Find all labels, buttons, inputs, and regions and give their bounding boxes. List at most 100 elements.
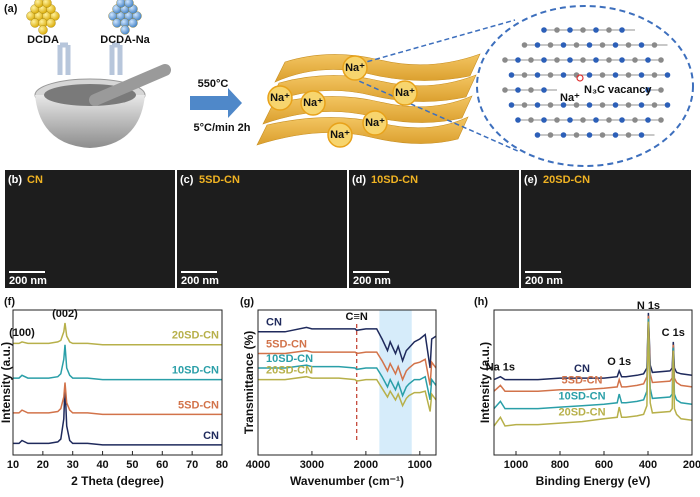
atom xyxy=(567,57,573,63)
sodium-ion xyxy=(300,90,326,116)
atom xyxy=(547,72,554,78)
series-label: 5SD-CN xyxy=(178,399,219,411)
x-tick-label: 80 xyxy=(216,459,228,471)
atom xyxy=(528,87,534,93)
atom xyxy=(38,25,48,35)
atom xyxy=(560,102,567,108)
series-label: CN xyxy=(203,430,219,442)
plot-frame xyxy=(493,309,693,456)
series-label: CN xyxy=(266,317,282,329)
atom xyxy=(606,117,612,123)
atom xyxy=(599,102,606,108)
x-tick-label: 400 xyxy=(639,459,657,471)
atom xyxy=(42,0,52,8)
atom xyxy=(46,18,56,28)
highlight-band xyxy=(379,310,412,455)
atom xyxy=(554,117,560,123)
atom xyxy=(612,132,619,138)
atom xyxy=(547,102,554,108)
atom xyxy=(515,117,521,123)
scale-label: 200 nm xyxy=(181,275,219,287)
y-axis-label: Transmittance (%) xyxy=(242,331,256,434)
scheme xyxy=(26,0,694,167)
x-tick-label: 800 xyxy=(551,459,569,471)
x-tick-label: 70 xyxy=(186,459,198,471)
panel-label: (b) xyxy=(8,174,22,186)
atom xyxy=(638,102,645,108)
atom xyxy=(599,72,606,78)
mix-label: Mix xyxy=(81,56,100,68)
atom xyxy=(120,25,130,35)
arrow xyxy=(190,88,242,118)
atom xyxy=(128,18,138,28)
sem-texture xyxy=(521,170,691,288)
x-tick-label: 1000 xyxy=(408,459,432,471)
feed-tube xyxy=(57,45,123,75)
sem-texture xyxy=(177,170,347,288)
atom xyxy=(502,57,508,63)
atom xyxy=(502,87,508,93)
peak-label: N 1s xyxy=(637,300,660,312)
atom xyxy=(612,102,619,108)
atom xyxy=(547,132,554,138)
spectrum xyxy=(493,312,693,381)
sodium-label: Na⁺ xyxy=(365,117,385,129)
spectrum xyxy=(13,382,222,416)
panel-label: (e) xyxy=(524,174,538,186)
series-label: 10SD-CN xyxy=(266,353,313,365)
sem-texture xyxy=(349,170,519,288)
precursor-label: DCDA xyxy=(27,34,59,46)
sodium-label: Na⁺ xyxy=(345,62,365,74)
atom xyxy=(625,102,632,108)
y-axis-label: Intensity (a.u.) xyxy=(0,342,13,423)
zoom-line xyxy=(351,77,521,153)
atom xyxy=(606,27,612,33)
series-label: 10SD-CN xyxy=(172,365,219,377)
atom xyxy=(619,117,625,123)
atom xyxy=(599,42,606,48)
atom xyxy=(625,72,632,78)
atom xyxy=(534,42,541,48)
peak-label: C 1s xyxy=(662,327,685,339)
vacancy-site xyxy=(576,74,584,82)
atom xyxy=(638,132,645,138)
atom xyxy=(580,117,586,123)
atom xyxy=(560,42,567,48)
sample-label: 20SD-CN xyxy=(543,174,590,186)
peak-label: O 1s xyxy=(607,356,631,368)
zoom-sodium: Na⁺ xyxy=(560,92,580,104)
zoom-line xyxy=(351,19,516,67)
panel-label: (c) xyxy=(180,174,194,186)
peak-label: (100) xyxy=(9,327,35,339)
sodium-label: Na⁺ xyxy=(303,97,323,109)
spectrum xyxy=(258,326,437,369)
atom xyxy=(625,132,632,138)
atom xyxy=(658,57,664,63)
sodium-label: Na⁺ xyxy=(270,92,290,104)
atom xyxy=(534,132,541,138)
precursor-label: DCDA-Na xyxy=(100,34,150,46)
atom xyxy=(664,72,671,78)
atom xyxy=(651,42,658,48)
x-tick-label: 10 xyxy=(7,459,19,471)
atom xyxy=(658,87,664,93)
atom xyxy=(528,57,534,63)
atom xyxy=(508,102,515,108)
x-axis-label: Wavenumber (cm⁻¹) xyxy=(290,474,404,488)
x-tick-label: 30 xyxy=(67,459,79,471)
atom xyxy=(586,42,593,48)
panel-label: (f) xyxy=(4,296,15,308)
x-tick-label: 20 xyxy=(37,459,49,471)
atom xyxy=(112,18,122,28)
atom xyxy=(645,117,651,123)
atom xyxy=(638,42,645,48)
marker-label: C≡N xyxy=(346,311,368,323)
x-tick-label: 50 xyxy=(126,459,138,471)
atom xyxy=(651,72,658,78)
series-label: 20SD-CN xyxy=(558,407,605,419)
atom xyxy=(528,117,534,123)
spectrum xyxy=(13,385,222,446)
x-tick-label: 60 xyxy=(156,459,168,471)
atom xyxy=(625,42,632,48)
atom xyxy=(547,42,554,48)
